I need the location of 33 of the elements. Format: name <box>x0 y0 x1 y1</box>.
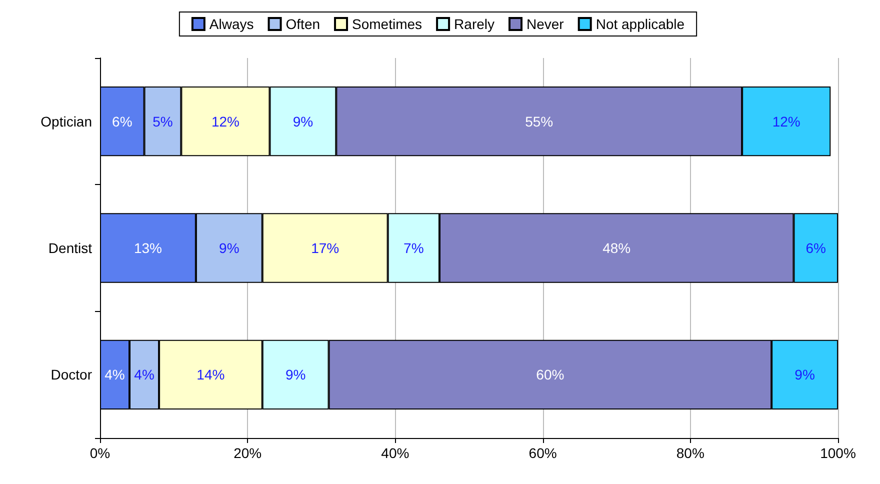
x-tick-label: 20% <box>234 445 262 461</box>
legend-label: Sometimes <box>352 16 422 32</box>
x-tick-label: 40% <box>381 445 410 461</box>
data-label: 6% <box>112 113 132 130</box>
data-label: 17% <box>311 240 340 256</box>
legend-label: Often <box>286 16 320 32</box>
data-label: 4% <box>104 366 125 383</box>
y-tick-label: Doctor <box>50 366 92 383</box>
data-label: 60% <box>536 366 564 383</box>
data-label: 12% <box>772 113 800 130</box>
data-label: 14% <box>196 366 225 383</box>
y-tick-label: Optician <box>40 113 92 130</box>
data-label: 7% <box>404 240 424 256</box>
data-label: 6% <box>806 240 826 256</box>
data-label: 9% <box>219 240 240 256</box>
legend-label: Rarely <box>454 16 495 32</box>
data-label: 55% <box>525 113 554 130</box>
data-label: 9% <box>794 366 815 383</box>
x-tick-label: 100% <box>820 445 856 461</box>
data-label: 5% <box>152 113 173 130</box>
data-label: 4% <box>134 366 154 383</box>
x-tick-label: 80% <box>676 445 704 461</box>
x-tick-label: 60% <box>528 445 557 461</box>
legend-label: Never <box>526 16 564 32</box>
data-label: 12% <box>211 113 240 130</box>
x-tick-label: 0% <box>90 445 110 461</box>
legend-label: Not applicable <box>596 16 685 32</box>
data-label: 9% <box>292 113 314 130</box>
data-label: 48% <box>602 240 631 256</box>
data-label: 9% <box>285 366 306 383</box>
y-tick-label: Dentist <box>48 240 92 256</box>
legend-label: Always <box>209 16 254 32</box>
data-label: 13% <box>134 240 162 256</box>
